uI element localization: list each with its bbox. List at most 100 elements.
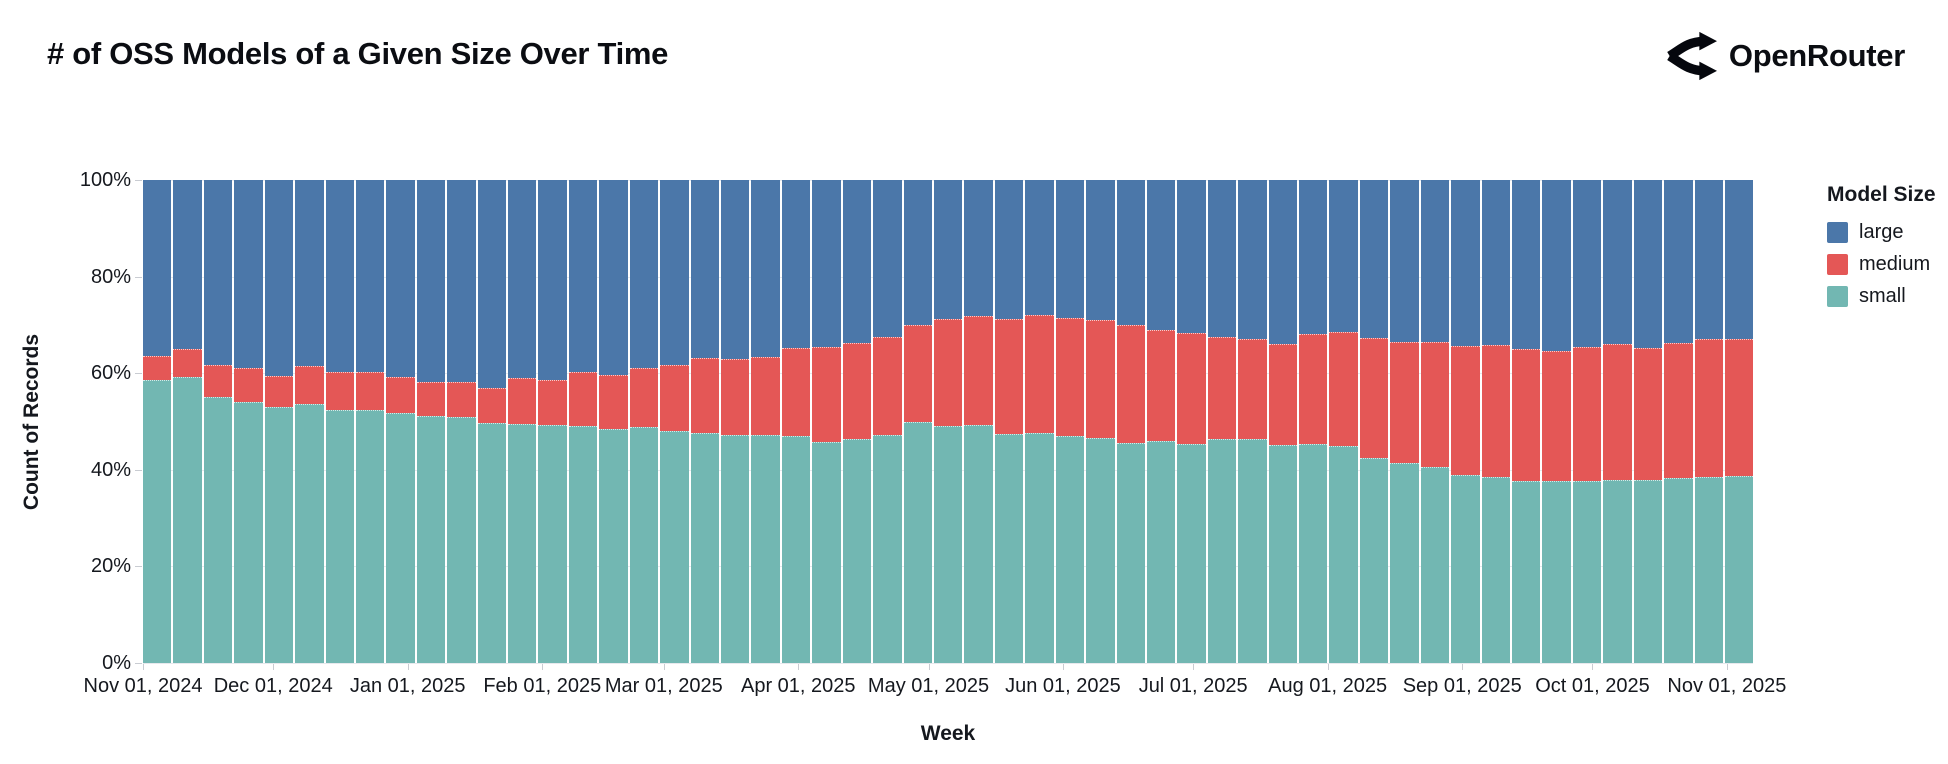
segment-large — [721, 180, 750, 359]
bar-week — [1603, 180, 1632, 663]
segment-small — [1511, 480, 1541, 663]
segment-large — [690, 180, 720, 358]
segment-medium — [1511, 348, 1541, 481]
segment-small — [1724, 476, 1754, 663]
bar-week — [325, 180, 354, 663]
segment-large — [477, 180, 507, 389]
segment-small — [812, 441, 841, 663]
segment-medium — [903, 324, 932, 422]
segment-small — [1268, 444, 1298, 663]
bar-week — [1694, 180, 1723, 663]
segment-large — [1025, 180, 1054, 315]
bar-week — [538, 180, 567, 663]
brand-logo-link[interactable]: OpenRouter — [1665, 30, 1905, 82]
openrouter-icon — [1667, 31, 1717, 81]
segment-large — [1724, 180, 1754, 340]
small-swatch — [1827, 286, 1848, 307]
segment-small — [1025, 433, 1054, 663]
segment-large — [873, 180, 902, 337]
segment-small — [873, 434, 902, 663]
segment-medium — [264, 375, 294, 408]
segment-large — [386, 180, 415, 377]
bar-week — [1724, 180, 1754, 663]
segment-small — [933, 426, 963, 663]
segment-small — [355, 409, 385, 663]
bar-week — [355, 180, 385, 663]
segment-medium — [1238, 338, 1267, 440]
bar-week — [660, 180, 689, 663]
x-tick-mark — [1726, 664, 1728, 670]
segment-small — [1542, 481, 1571, 663]
segment-medium — [477, 388, 507, 423]
y-tick-mark — [135, 373, 142, 375]
x-tick-label: Dec 01, 2024 — [213, 675, 333, 697]
x-tick-label: Oct 01, 2025 — [1535, 675, 1650, 697]
legend-title: Model Size — [1827, 183, 1936, 206]
bar-week — [1359, 180, 1389, 663]
segment-large — [1664, 180, 1693, 343]
page-title: # of OSS Models of a Given Size Over Tim… — [47, 36, 669, 71]
segment-small — [568, 426, 598, 663]
segment-medium — [143, 356, 172, 381]
segment-large — [1299, 180, 1328, 334]
segment-large — [1086, 180, 1115, 320]
segment-medium — [1724, 339, 1754, 477]
bar-week — [1299, 180, 1328, 663]
segment-large — [660, 180, 689, 366]
x-tick-label: Apr 01, 2025 — [741, 675, 856, 697]
segment-large — [1116, 180, 1145, 326]
bar-week — [629, 180, 659, 663]
segment-medium — [690, 357, 720, 434]
bar-week — [173, 180, 202, 663]
segment-medium — [1694, 339, 1723, 478]
bar-week — [508, 180, 537, 663]
x-tick-mark — [542, 664, 544, 670]
segment-large — [1238, 180, 1267, 339]
segment-small — [751, 434, 780, 663]
segment-small — [629, 427, 659, 663]
segment-medium — [1420, 341, 1450, 468]
bar-week — [1177, 180, 1206, 663]
segment-medium — [1664, 342, 1693, 478]
segment-large — [1207, 180, 1237, 337]
brand-name: OpenRouter — [1728, 38, 1905, 73]
segment-large — [416, 180, 446, 382]
segment-medium — [873, 336, 902, 435]
segment-large — [173, 180, 202, 350]
legend-item-large: large — [1827, 221, 1936, 244]
segment-medium — [173, 349, 202, 378]
y-tick-label: 0% — [102, 652, 131, 674]
bar-week — [447, 180, 476, 663]
segment-large — [1268, 180, 1298, 344]
segment-large — [1390, 180, 1419, 342]
segment-small — [447, 417, 476, 663]
bar-week — [568, 180, 598, 663]
segment-medium — [1086, 319, 1115, 438]
segment-small — [964, 424, 993, 663]
segment-small — [1694, 477, 1723, 663]
segment-medium — [416, 381, 446, 417]
segment-small — [842, 439, 872, 663]
bar-week — [1086, 180, 1115, 663]
segment-medium — [781, 348, 811, 436]
segment-medium — [1329, 332, 1358, 447]
legend-label: large — [1859, 221, 1904, 243]
segment-large — [508, 180, 537, 378]
segment-medium — [1481, 345, 1510, 478]
bar-week — [234, 180, 263, 663]
segment-medium — [1116, 325, 1145, 443]
x-tick-mark — [1327, 664, 1329, 670]
y-gridline — [143, 663, 1753, 664]
segment-large — [1511, 180, 1541, 349]
bar-week — [477, 180, 507, 663]
bar-week — [933, 180, 963, 663]
x-tick-mark — [663, 664, 665, 670]
x-tick-label: May 01, 2025 — [867, 675, 990, 697]
segment-medium — [1633, 348, 1663, 480]
segment-medium — [721, 358, 750, 435]
segment-large — [355, 180, 385, 372]
segment-medium — [538, 379, 567, 425]
bar-week — [1664, 180, 1693, 663]
segment-medium — [994, 318, 1024, 435]
segment-large — [1542, 180, 1571, 352]
